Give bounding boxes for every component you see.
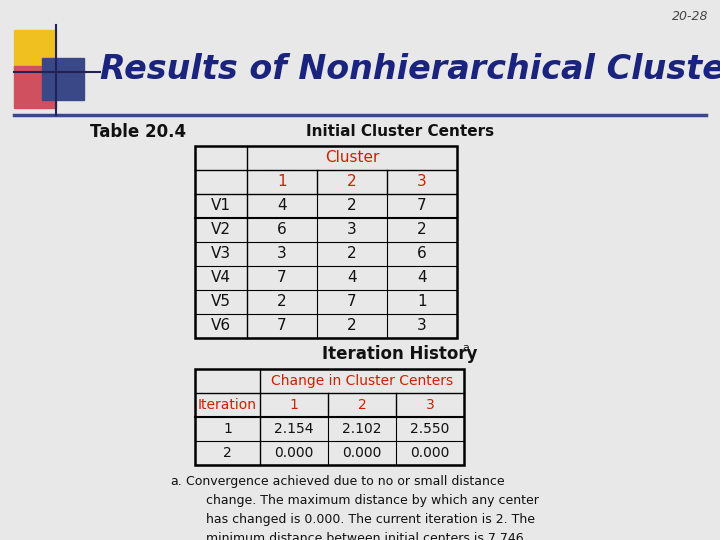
Text: 4: 4 [277, 199, 287, 213]
Text: 3: 3 [426, 398, 434, 412]
Text: 2: 2 [347, 199, 357, 213]
Text: 1: 1 [417, 294, 427, 309]
Text: 6: 6 [277, 222, 287, 238]
Text: 2.154: 2.154 [274, 422, 314, 436]
Text: V3: V3 [211, 246, 231, 261]
Text: 0.000: 0.000 [274, 446, 314, 460]
Text: 2: 2 [347, 246, 357, 261]
Text: Change in Cluster Centers: Change in Cluster Centers [271, 374, 453, 388]
Text: 2.550: 2.550 [410, 422, 450, 436]
Text: 1: 1 [289, 398, 298, 412]
Text: 3: 3 [417, 319, 427, 334]
Text: 2.102: 2.102 [342, 422, 382, 436]
Text: 2: 2 [358, 398, 366, 412]
Text: 4: 4 [417, 271, 427, 286]
Text: Cluster: Cluster [325, 151, 379, 165]
Text: 2: 2 [277, 294, 287, 309]
Text: 1: 1 [223, 422, 232, 436]
Text: V6: V6 [211, 319, 231, 334]
Text: 6: 6 [417, 246, 427, 261]
Text: V2: V2 [211, 222, 231, 238]
Bar [195, 146, 457, 338]
Text: 3: 3 [347, 222, 357, 238]
Text: 20-28: 20-28 [672, 10, 708, 23]
Text: a: a [462, 343, 469, 353]
Text: Convergence achieved due to no or small distance
      change. The maximum dista: Convergence achieved due to no or small … [182, 475, 539, 540]
Text: V1: V1 [211, 199, 231, 213]
Text: V5: V5 [211, 294, 231, 309]
Text: Iteration: Iteration [198, 398, 257, 412]
Text: Iteration History: Iteration History [323, 345, 478, 363]
Text: 0.000: 0.000 [410, 446, 450, 460]
Text: 4: 4 [347, 271, 357, 286]
Text: 7: 7 [417, 199, 427, 213]
Text: Results of Nonhierarchical Clustering: Results of Nonhierarchical Clustering [100, 53, 720, 86]
Text: 2: 2 [223, 446, 232, 460]
Text: a.: a. [170, 475, 181, 488]
Text: 1: 1 [277, 174, 287, 190]
Text: 2: 2 [417, 222, 427, 238]
Bar [14, 30, 56, 72]
Bar [42, 58, 84, 100]
Text: 0.000: 0.000 [342, 446, 382, 460]
Text: 7: 7 [347, 294, 357, 309]
Bar [14, 66, 56, 108]
Text: 7: 7 [277, 271, 287, 286]
Text: 2: 2 [347, 319, 357, 334]
Text: 7: 7 [277, 319, 287, 334]
Text: V4: V4 [211, 271, 231, 286]
Text: Table 20.4: Table 20.4 [90, 123, 186, 141]
Text: 3: 3 [277, 246, 287, 261]
Text: Initial Cluster Centers: Initial Cluster Centers [306, 125, 494, 139]
Text: 3: 3 [417, 174, 427, 190]
Text: 2: 2 [347, 174, 357, 190]
Bar [195, 369, 464, 465]
